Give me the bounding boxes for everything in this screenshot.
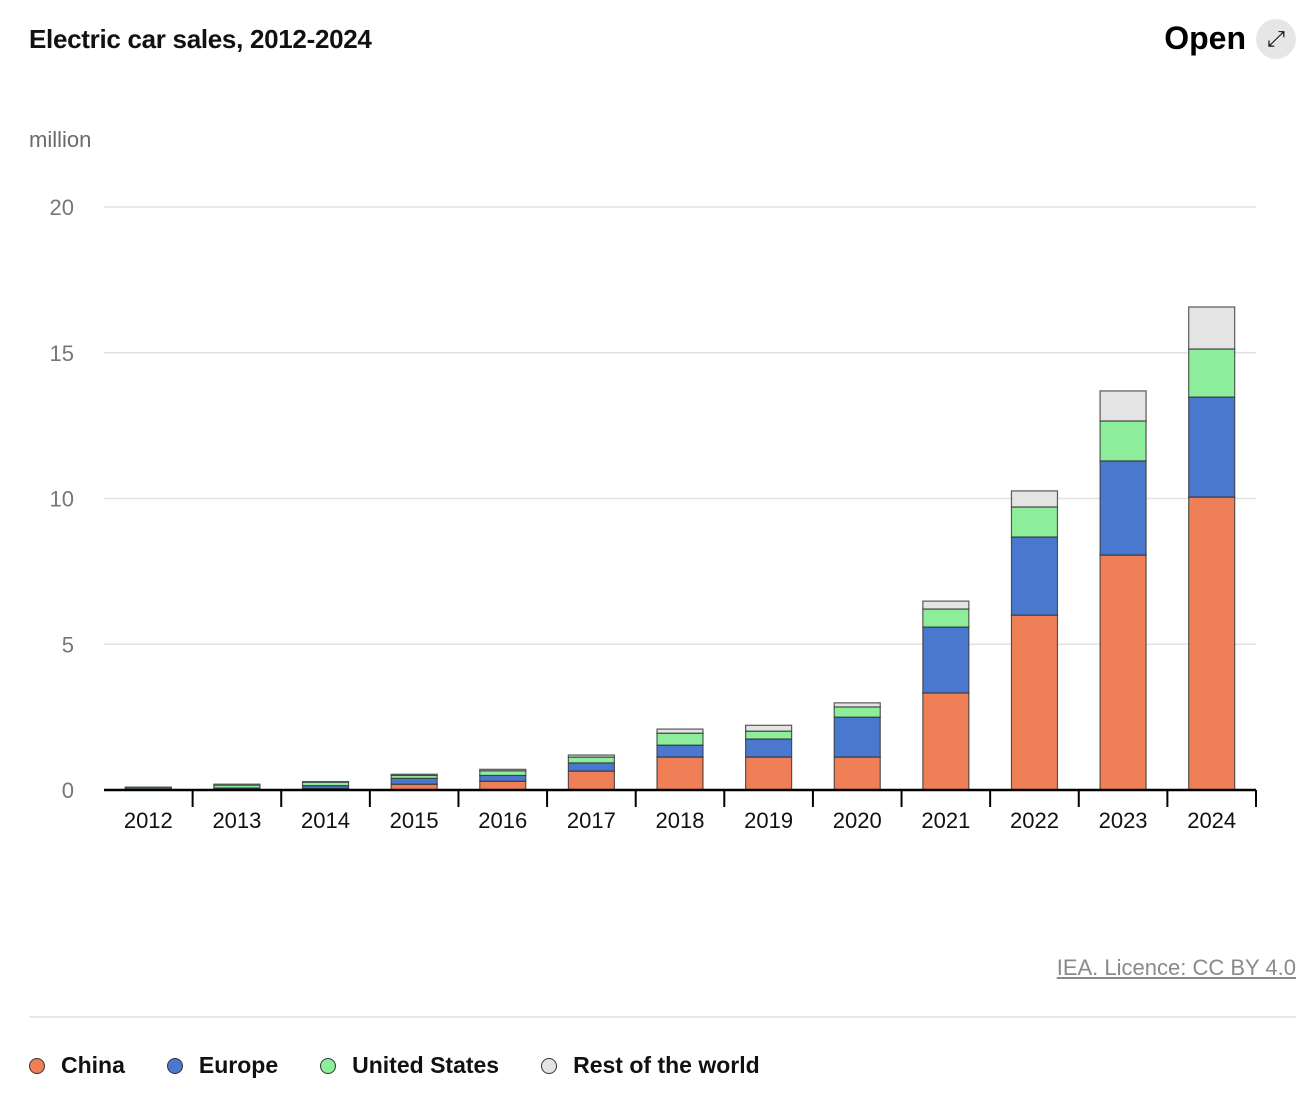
y-tick-label: 15 — [50, 341, 74, 366]
x-tick-label: 2022 — [1010, 808, 1059, 833]
x-tick-label: 2015 — [390, 808, 439, 833]
x-tick-label: 2023 — [1099, 808, 1148, 833]
bar-china-2016 — [479, 780, 527, 791]
legend-label: United States — [352, 1052, 500, 1078]
bar-europe-2022 — [1010, 536, 1059, 616]
bar-rest-of-the-world-2022 — [1010, 490, 1059, 508]
bar-rest-of-the-world-2017 — [567, 754, 615, 758]
bar-rest-of-the-world-2021 — [922, 600, 970, 610]
y-tick-label: 0 — [62, 778, 74, 803]
bar-rest-of-the-world-2016 — [479, 768, 527, 772]
licence-link[interactable]: IEA. Licence: CC BY 4.0 — [1056, 955, 1296, 980]
bar-rest-of-the-world-2014 — [301, 780, 350, 783]
y-axis-unit: million — [29, 127, 92, 152]
x-tick-label: 2021 — [921, 808, 970, 833]
x-tick-label: 2024 — [1187, 808, 1236, 833]
bar-europe-2017 — [567, 762, 615, 772]
divider — [29, 1016, 1296, 1018]
bar-rest-of-the-world-2019 — [745, 724, 793, 732]
bar-united-states-2018 — [656, 732, 704, 746]
chart-title: Electric car sales, 2012-2024 — [29, 24, 372, 54]
bar-united-states-2024 — [1188, 348, 1236, 398]
x-tick-label: 2020 — [833, 808, 882, 833]
bar-rest-of-the-world-2013 — [213, 783, 261, 786]
expand-arrows-icon[interactable]: ⤢ — [1256, 19, 1296, 59]
bar-china-2023 — [1099, 554, 1147, 791]
bar-united-states-2021 — [922, 608, 970, 628]
x-tick-label: 2014 — [301, 808, 350, 833]
bar-europe-2018 — [656, 744, 704, 758]
bar-china-2018 — [656, 756, 704, 791]
legend-item[interactable]: Europe — [166, 1052, 279, 1079]
legend-dot-icon — [541, 1057, 558, 1074]
legend-label: Europe — [198, 1052, 279, 1078]
bar-united-states-2022 — [1010, 506, 1059, 538]
y-tick-label: 10 — [50, 487, 74, 512]
bar-rest-of-the-world-2012 — [124, 786, 172, 789]
bar-united-states-2020 — [833, 706, 881, 718]
x-tick-label: 2016 — [478, 808, 527, 833]
bar-europe-2024 — [1188, 396, 1236, 498]
bar-united-states-2019 — [745, 730, 793, 740]
x-tick-label: 2013 — [212, 808, 261, 833]
x-tick-label: 2019 — [744, 808, 793, 833]
legend-item[interactable]: United States — [320, 1052, 499, 1079]
legend-item[interactable]: Rest of the world — [541, 1052, 760, 1079]
bar-china-2024 — [1188, 496, 1236, 791]
bar-united-states-2023 — [1099, 420, 1147, 462]
x-tick-label: 2018 — [656, 808, 705, 833]
legend-dot-icon — [166, 1057, 183, 1074]
open-link[interactable]: Open — [1164, 20, 1246, 56]
legend-item[interactable]: China — [29, 1052, 125, 1079]
bar-united-states-2016 — [479, 770, 527, 777]
bar-united-states-2017 — [567, 756, 615, 764]
y-tick-label: 20 — [50, 195, 74, 220]
bar-europe-2015 — [390, 777, 438, 785]
bar-europe-2023 — [1099, 460, 1147, 556]
bar-europe-2020 — [833, 716, 881, 758]
x-tick-label: 2012 — [124, 808, 173, 833]
bar-rest-of-the-world-2015 — [390, 773, 438, 777]
bar-china-2022 — [1010, 614, 1059, 791]
bar-rest-of-the-world-2018 — [656, 728, 704, 734]
x-tick-label: 2017 — [567, 808, 616, 833]
bar-europe-2019 — [745, 738, 793, 758]
bar-europe-2021 — [922, 626, 970, 694]
bar-china-2019 — [745, 756, 793, 791]
legend: China Europe United States Rest of the worl… — [29, 1052, 760, 1079]
bar-rest-of-the-world-2020 — [833, 702, 881, 708]
bar-chart: 0 5 10 15 20 2012 2013 2014 2015 2016 2017 2018 2019… — [50, 195, 1257, 833]
bar-china-2021 — [922, 692, 970, 791]
legend-label: China — [61, 1052, 125, 1078]
legend-dot-icon — [29, 1057, 45, 1074]
bar-china-2020 — [833, 756, 881, 791]
bar-rest-of-the-world-2023 — [1099, 390, 1147, 422]
y-tick-label: 5 — [62, 632, 74, 657]
legend-dot-icon — [320, 1057, 337, 1074]
legend-label: Rest of the world — [573, 1052, 760, 1078]
bar-china-2017 — [567, 770, 615, 791]
bar-europe-2016 — [479, 774, 527, 782]
bar-rest-of-the-world-2024 — [1188, 306, 1236, 350]
